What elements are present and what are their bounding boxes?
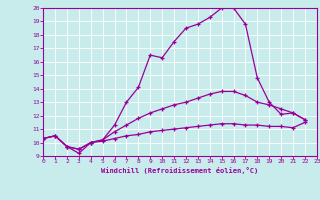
X-axis label: Windchill (Refroidissement éolien,°C): Windchill (Refroidissement éolien,°C) bbox=[101, 167, 259, 174]
